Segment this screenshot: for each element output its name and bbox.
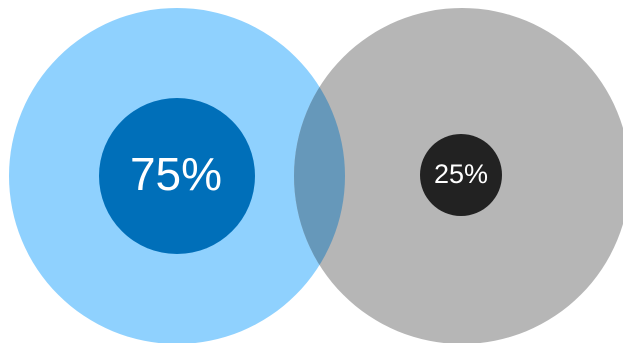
left-percentage-label: 75% [130,148,222,200]
left-inner-circle [99,98,255,254]
right-percentage-label: 25% [434,159,488,189]
right-inner-circle [420,134,502,216]
